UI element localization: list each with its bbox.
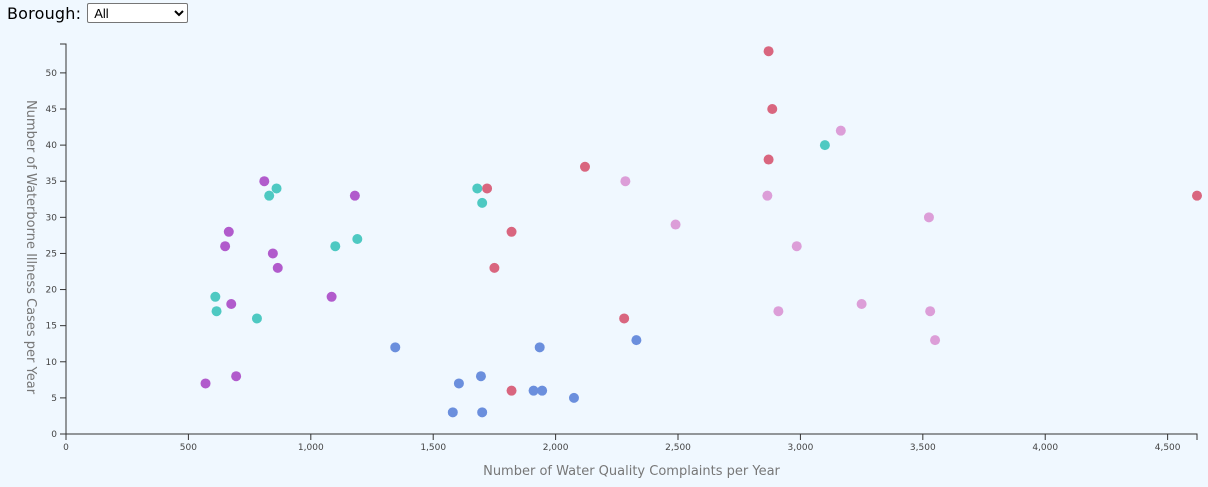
y-axis-title: Number of Waterborne Illness Cases per Y… bbox=[23, 100, 38, 395]
x-tick-label: 4,000 bbox=[1032, 443, 1058, 453]
y-tick-label: 25 bbox=[46, 249, 57, 259]
data-point[interactable] bbox=[210, 291, 221, 302]
data-point[interactable] bbox=[819, 140, 830, 151]
data-point[interactable] bbox=[330, 241, 341, 252]
data-point[interactable] bbox=[475, 371, 486, 382]
data-point[interactable] bbox=[251, 313, 262, 324]
y-tick-label: 20 bbox=[46, 286, 58, 296]
data-point[interactable] bbox=[619, 313, 630, 324]
data-point[interactable] bbox=[349, 190, 360, 201]
data-point[interactable] bbox=[763, 46, 774, 57]
y-tick-label: 30 bbox=[46, 213, 58, 223]
x-axis-line bbox=[65, 433, 1198, 440]
y-axis-line bbox=[60, 43, 67, 435]
data-point[interactable] bbox=[220, 241, 231, 252]
data-point[interactable] bbox=[534, 342, 545, 353]
data-point[interactable] bbox=[762, 190, 773, 201]
data-point[interactable] bbox=[326, 291, 337, 302]
x-tick-label: 3,500 bbox=[910, 443, 936, 453]
y-tick-label: 45 bbox=[46, 105, 57, 115]
y-tick-label: 5 bbox=[51, 394, 57, 404]
axes: 0 500 1,000 1,500 2,000 2,500 3,000 3,500 4,000 4… bbox=[46, 43, 1198, 453]
y-tick-label: 15 bbox=[46, 322, 57, 332]
data-point[interactable] bbox=[259, 176, 270, 187]
data-point[interactable] bbox=[835, 125, 846, 136]
data-point[interactable] bbox=[568, 392, 579, 403]
x-tick-label: 2,500 bbox=[665, 443, 691, 453]
data-point[interactable] bbox=[472, 183, 483, 194]
data-point[interactable] bbox=[925, 306, 936, 317]
data-point[interactable] bbox=[453, 378, 464, 389]
data-point[interactable] bbox=[670, 219, 681, 230]
borough-select[interactable]: All bbox=[87, 3, 189, 23]
data-point[interactable] bbox=[211, 306, 222, 317]
data-point[interactable] bbox=[489, 262, 500, 273]
data-point[interactable] bbox=[267, 248, 278, 259]
data-point[interactable] bbox=[200, 378, 211, 389]
data-point[interactable] bbox=[579, 161, 590, 172]
data-point[interactable] bbox=[482, 183, 493, 194]
data-point[interactable] bbox=[773, 306, 784, 317]
data-point[interactable] bbox=[856, 299, 867, 309]
x-tick-label: 0 bbox=[63, 443, 69, 453]
data-point[interactable] bbox=[223, 226, 234, 237]
data-point[interactable] bbox=[763, 154, 774, 165]
data-point[interactable] bbox=[447, 407, 458, 418]
data-point[interactable] bbox=[767, 104, 778, 114]
x-tick-label: 1,000 bbox=[298, 443, 324, 453]
data-point[interactable] bbox=[352, 234, 363, 244]
x-tick-label: 4,500 bbox=[1155, 443, 1181, 453]
borough-filter: Borough: All bbox=[7, 3, 189, 23]
data-point[interactable] bbox=[272, 262, 283, 273]
x-axis-title: Number of Water Quality Complaints per Y… bbox=[483, 464, 780, 479]
data-point[interactable] bbox=[271, 183, 282, 194]
data-point[interactable] bbox=[1192, 190, 1202, 201]
data-point[interactable] bbox=[477, 197, 488, 208]
y-tick-label: 50 bbox=[46, 69, 58, 79]
data-point[interactable] bbox=[620, 176, 631, 187]
x-tick-label: 1,500 bbox=[420, 443, 446, 453]
data-point[interactable] bbox=[231, 371, 242, 382]
data-point[interactable] bbox=[477, 407, 488, 418]
y-tick-label: 10 bbox=[46, 358, 58, 368]
data-point[interactable] bbox=[791, 241, 802, 252]
data-point[interactable] bbox=[923, 212, 934, 223]
data-point[interactable] bbox=[930, 335, 941, 346]
y-tick-label: 35 bbox=[46, 177, 57, 187]
x-tick-label: 2,000 bbox=[543, 443, 569, 453]
data-point[interactable] bbox=[226, 299, 237, 309]
data-point[interactable] bbox=[537, 385, 548, 396]
y-tick-label: 0 bbox=[51, 430, 57, 440]
data-points bbox=[200, 46, 1202, 418]
data-point[interactable] bbox=[264, 190, 275, 201]
data-point[interactable] bbox=[506, 385, 517, 396]
data-point[interactable] bbox=[528, 385, 539, 396]
x-tick-label: 500 bbox=[180, 443, 197, 453]
borough-filter-label: Borough: bbox=[7, 3, 82, 23]
x-tick-label: 3,000 bbox=[788, 443, 814, 453]
data-point[interactable] bbox=[631, 335, 642, 346]
data-point[interactable] bbox=[506, 226, 517, 237]
data-point[interactable] bbox=[390, 342, 401, 353]
y-tick-label: 40 bbox=[46, 141, 58, 151]
